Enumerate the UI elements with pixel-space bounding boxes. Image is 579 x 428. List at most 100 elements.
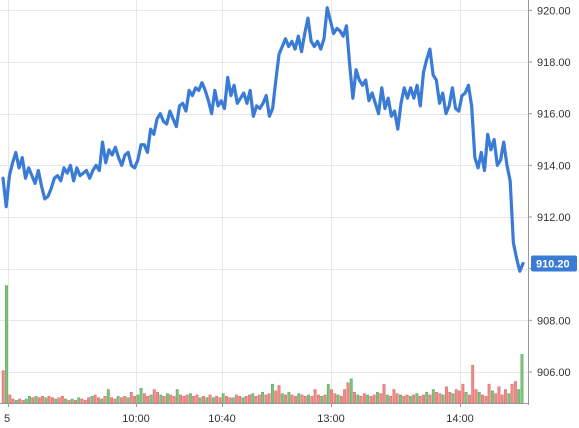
volume-bar <box>44 397 48 404</box>
volume-bar <box>271 383 274 404</box>
volume-bar <box>293 396 297 404</box>
volume-bar <box>37 397 41 404</box>
volume-bar <box>18 398 22 404</box>
volume-bar <box>146 396 150 404</box>
volume-bar <box>11 398 15 404</box>
volume-bar <box>198 397 202 404</box>
volume-bar <box>257 394 261 404</box>
volume-bar <box>106 389 110 404</box>
volume-bar <box>435 392 439 404</box>
volume-bar <box>234 394 238 404</box>
volume-bar <box>57 397 61 404</box>
volume-bar <box>448 392 452 404</box>
volume-bar <box>290 394 294 404</box>
volume-bar <box>307 394 310 404</box>
volume-bar <box>333 393 337 404</box>
volume-bar <box>159 394 163 404</box>
volume-bar <box>408 396 412 404</box>
volume-bar <box>172 396 176 404</box>
volume-bar <box>458 390 461 404</box>
volume-bar <box>297 393 301 404</box>
volume-bar <box>425 392 429 404</box>
volume-bar <box>70 398 74 404</box>
x-tick-label: 14:00 <box>446 413 474 425</box>
volume-bar <box>31 397 35 404</box>
grid-lines <box>0 0 528 403</box>
volume-bar <box>97 397 100 404</box>
volume-bar <box>471 365 475 404</box>
last-price-tag: 910.20 <box>531 255 577 272</box>
volume-bar <box>60 396 64 404</box>
volume-bar <box>402 396 406 404</box>
volume-bar <box>372 394 376 404</box>
volume-bar <box>343 389 347 404</box>
volume-bar <box>431 389 435 404</box>
volume-bar <box>241 397 245 404</box>
volume-bar <box>5 285 8 404</box>
x-tick-label: 13:00 <box>317 413 345 425</box>
volume-bar <box>156 392 159 404</box>
volume-bar <box>504 389 507 404</box>
volume-bar <box>254 396 258 404</box>
volume-bar <box>133 396 136 404</box>
volume-bar <box>64 398 68 404</box>
volume-bar <box>316 394 320 404</box>
y-axis-tick-labels: 906.00 908.00 912.00 914.00 916.00 918.00 920.… <box>528 5 571 379</box>
volume-bar <box>126 397 130 404</box>
y-tick-label: 916.00 <box>537 109 571 121</box>
x-tick-label: 5 <box>4 413 10 425</box>
volume-bar <box>441 394 445 404</box>
volume-bar <box>228 397 232 404</box>
y-tick-label: 920.00 <box>537 5 571 17</box>
volume-bar <box>41 396 45 404</box>
volume-bar <box>142 393 146 404</box>
volume-bar <box>428 394 432 404</box>
volume-bar <box>74 400 77 404</box>
volume-bar <box>77 397 81 404</box>
volume-bar <box>192 396 196 404</box>
volume-bar <box>83 400 87 404</box>
volume-bar <box>14 400 18 404</box>
volume-bar <box>379 393 383 404</box>
volume-bar <box>454 389 458 404</box>
volume-bar <box>451 393 455 404</box>
volume-bar <box>215 396 219 404</box>
volume-bar <box>221 393 225 404</box>
last-price-tag-background <box>531 255 577 272</box>
volume-bar <box>330 389 333 404</box>
last-price-label: 910.20 <box>536 259 570 271</box>
volume-bar <box>461 383 465 404</box>
volume-bar <box>474 389 478 404</box>
volume-bar <box>510 383 514 404</box>
volume-bar <box>110 397 113 404</box>
volume-bar <box>497 386 501 404</box>
volume-bar <box>445 386 448 404</box>
volume-bar <box>395 393 399 404</box>
volume-bar <box>185 394 189 404</box>
volume-bar <box>54 398 58 404</box>
volume-bar <box>8 394 12 404</box>
volume-bar <box>1 370 5 404</box>
volume-bar <box>389 396 393 404</box>
y-tick-label: 918.00 <box>537 57 571 69</box>
volume-bar <box>87 397 91 404</box>
y-tick-label: 908.00 <box>537 315 571 327</box>
x-tick-label: 10:00 <box>122 413 150 425</box>
price-line <box>1 6 525 273</box>
volume-bar <box>211 397 215 404</box>
volume-bar <box>175 389 179 404</box>
volume-bar <box>274 390 278 404</box>
volume-bar <box>399 394 402 404</box>
volume-bar <box>422 394 425 404</box>
volume-bar <box>169 394 173 404</box>
volume-bar <box>100 398 104 404</box>
volume-bar <box>369 396 373 404</box>
volume-bar <box>405 394 409 404</box>
volume-bar <box>415 393 419 404</box>
volume-bar <box>359 396 363 404</box>
volume-bar <box>513 381 517 404</box>
volume-bar <box>261 392 265 404</box>
volume-bar <box>93 394 97 404</box>
